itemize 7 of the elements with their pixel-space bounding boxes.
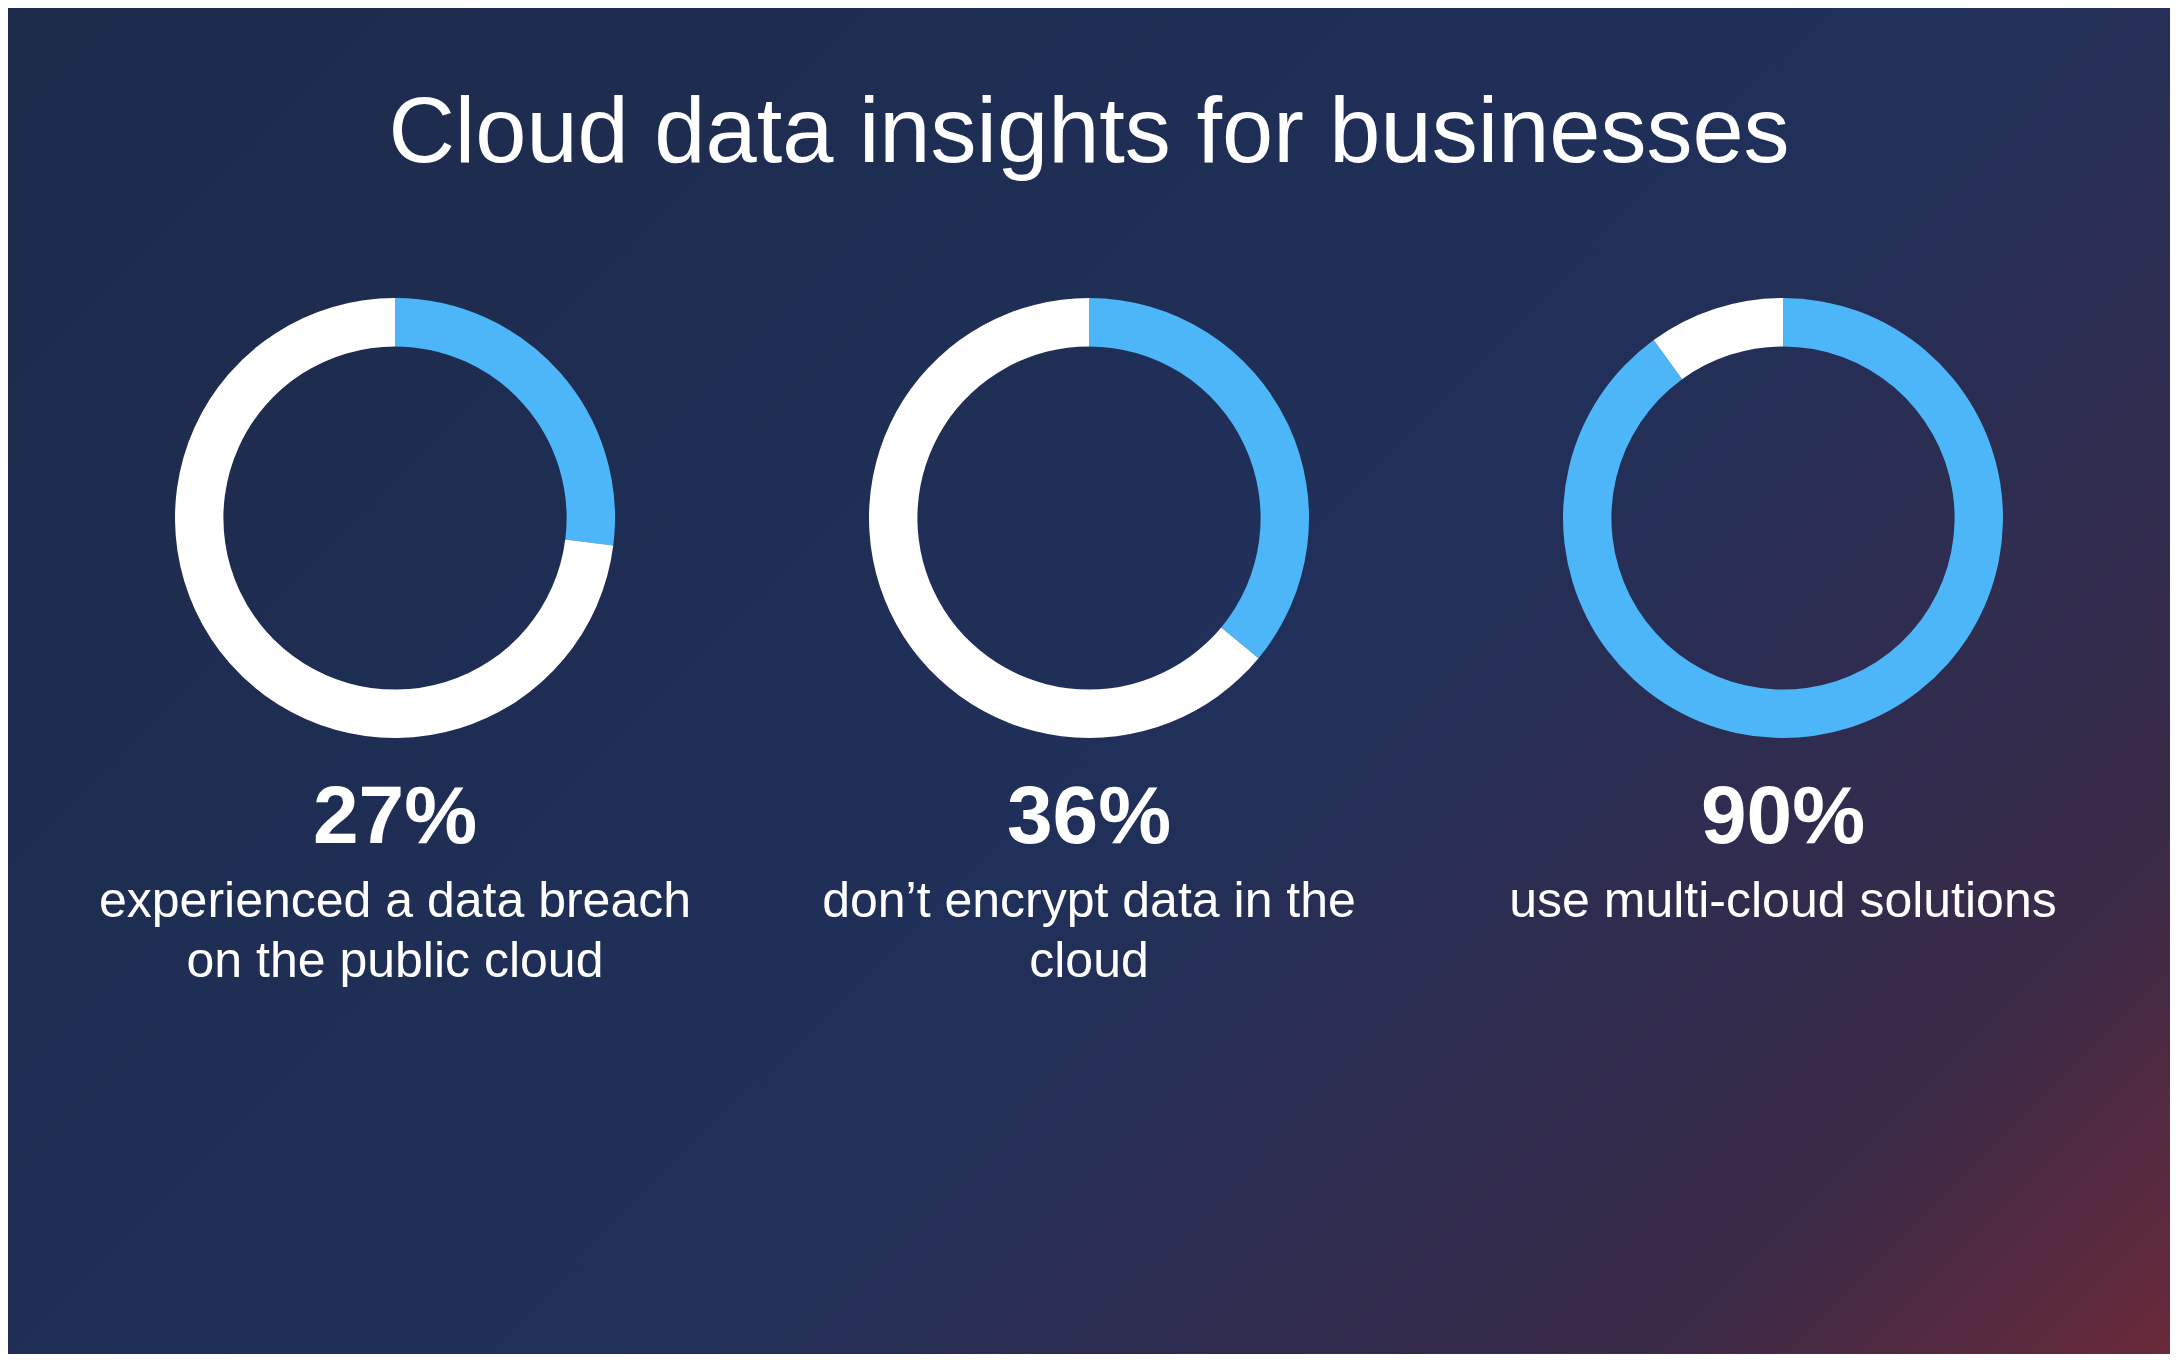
text: experienced a data breach on the public cloud [97,871,693,990]
text: Cloud data insights for businesses [387,78,1791,183]
text: 27% [312,769,478,860]
text: use multi-cloud solutions [1509,871,2057,930]
text: 36% [1006,769,1172,860]
text: 90% [1700,769,1866,860]
text: don’t encrypt data in the cloud [821,871,1357,990]
